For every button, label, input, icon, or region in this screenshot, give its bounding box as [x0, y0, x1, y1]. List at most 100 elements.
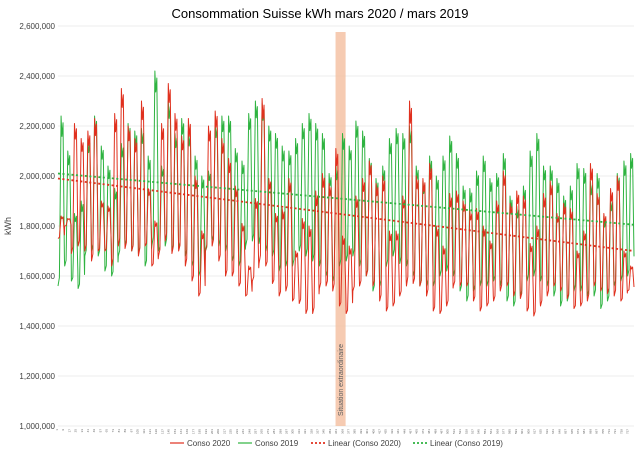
- x-tick-label: 25: [74, 429, 78, 433]
- legend-entry: Conso 2019: [255, 439, 299, 448]
- x-tick-label: 265: [260, 429, 264, 434]
- legend-entry: Linear (Conso 2020): [328, 439, 401, 448]
- x-tick-label: 465: [415, 429, 419, 434]
- x-tick-label: 545: [477, 429, 481, 434]
- x-tick-label: 737: [626, 429, 630, 434]
- x-tick-label: 217: [222, 429, 226, 434]
- x-tick-label: 73: [111, 429, 115, 433]
- x-tick-label: 489: [433, 429, 437, 434]
- x-tick-label: 449: [402, 429, 406, 434]
- x-tick-label: 409: [371, 429, 375, 434]
- x-tick-label: 17: [67, 429, 71, 433]
- x-tick-label: 713: [607, 429, 611, 434]
- x-tick-label: 97: [129, 429, 133, 433]
- x-tick-label: 105: [136, 429, 140, 434]
- x-tick-label: 577: [502, 429, 506, 434]
- x-tick-label: 377: [346, 429, 350, 434]
- y-tick-labels: 1,000,000 1,200,000 1,400,000 1,600,000 1,80…: [19, 22, 55, 431]
- x-tick-label: 593: [514, 429, 518, 434]
- y-tick-label: 1,800,000: [19, 222, 55, 231]
- x-tick-label: 233: [235, 429, 239, 434]
- y-tick-label: 1,000,000: [19, 422, 55, 431]
- chart-title: Consommation Suisse kWh mars 2020 / mars…: [172, 6, 469, 21]
- x-tick-label: 585: [508, 429, 512, 434]
- x-tick-label: 273: [266, 429, 270, 434]
- x-tick-label: 305: [291, 429, 295, 434]
- x-tick-label: 393: [359, 429, 363, 434]
- x-tick-label: 185: [198, 429, 202, 434]
- x-tick-label: 369: [340, 429, 344, 434]
- x-tick-label: 193: [204, 429, 208, 434]
- y-tick-label: 1,600,000: [19, 272, 55, 281]
- y-tick-label: 2,000,000: [19, 172, 55, 181]
- x-tick-label: 681: [582, 429, 586, 434]
- x-tick-label: 513: [452, 429, 456, 434]
- x-tick-label: 297: [284, 429, 288, 434]
- x-tick-label: 417: [377, 429, 381, 434]
- x-tick-label: 425: [384, 429, 388, 434]
- x-tick-label: 481: [427, 429, 431, 434]
- x-tick-label: 1: [55, 429, 59, 431]
- y-tick-label: 2,200,000: [19, 122, 55, 131]
- x-tick-label: 673: [576, 429, 580, 434]
- x-tick-label: 209: [216, 429, 220, 434]
- x-tick-label: 641: [551, 429, 555, 434]
- x-tick-label: 337: [315, 429, 319, 434]
- x-tick-label: 433: [390, 429, 394, 434]
- x-tick-label: 505: [446, 429, 450, 434]
- y-axis-label: kWh: [3, 217, 13, 235]
- series-line-conso-2020: [57, 83, 635, 317]
- x-tick-label: 457: [409, 429, 413, 434]
- x-tick-label: 361: [334, 429, 338, 434]
- x-tick-label: 561: [489, 429, 493, 434]
- x-tick-label: 553: [483, 429, 487, 434]
- x-tick-label: 201: [210, 429, 214, 434]
- x-tick-label: 729: [619, 429, 623, 434]
- y-tick-label: 2,600,000: [19, 22, 55, 31]
- x-tick-label: 601: [520, 429, 524, 434]
- x-tick-label: 129: [154, 429, 158, 434]
- x-tick-label: 609: [526, 429, 530, 434]
- x-tick-label: 657: [564, 429, 568, 434]
- x-tick-label: 529: [464, 429, 468, 434]
- x-tick-label: 225: [229, 429, 233, 434]
- x-tick-label: 617: [533, 429, 537, 434]
- x-tick-label: 633: [545, 429, 549, 434]
- y-tick-label: 1,200,000: [19, 372, 55, 381]
- x-tick-label: 705: [601, 429, 605, 434]
- annotation-band: Situation extraordinaire: [335, 32, 346, 426]
- x-tick-label: 281: [272, 429, 276, 434]
- x-tick-label: 33: [80, 429, 84, 433]
- y-tick-label: 2,400,000: [19, 72, 55, 81]
- x-tick-label: 497: [440, 429, 444, 434]
- x-tick-label: 57: [98, 429, 102, 433]
- x-tick-label: 521: [458, 429, 462, 434]
- x-tick-label: 665: [570, 429, 574, 434]
- situation-band-label: Situation extraordinaire: [338, 344, 345, 416]
- x-tick-label: 161: [179, 429, 183, 434]
- x-tick-label: 113: [142, 429, 146, 434]
- x-tick-label: 137: [160, 429, 164, 434]
- trend-line-linear-conso-2019: [57, 172, 635, 226]
- x-tick-label: 49: [92, 429, 96, 433]
- x-tick-label: 241: [241, 429, 245, 434]
- x-tick-label: 649: [557, 429, 561, 434]
- x-tick-label: 145: [167, 429, 171, 434]
- x-tick-label: 81: [117, 429, 121, 433]
- x-tick-label: 321: [303, 429, 307, 434]
- x-tick-label: 473: [421, 429, 425, 434]
- x-tick-label: 89: [123, 429, 127, 433]
- x-tick-label: 169: [185, 429, 189, 434]
- x-tick-label: 289: [278, 429, 282, 434]
- series-line-conso-2019: [57, 70, 635, 309]
- x-tick-label: 537: [471, 429, 475, 434]
- x-tick-label: 385: [353, 429, 357, 434]
- x-tick-label: 249: [247, 429, 251, 434]
- x-tick-label: 257: [253, 429, 257, 434]
- x-tick-label: 329: [309, 429, 313, 434]
- series-lines: [57, 70, 635, 317]
- x-tick-label: 441: [396, 429, 400, 434]
- x-tick-label: 121: [148, 429, 152, 434]
- x-tick-label: 697: [595, 429, 599, 434]
